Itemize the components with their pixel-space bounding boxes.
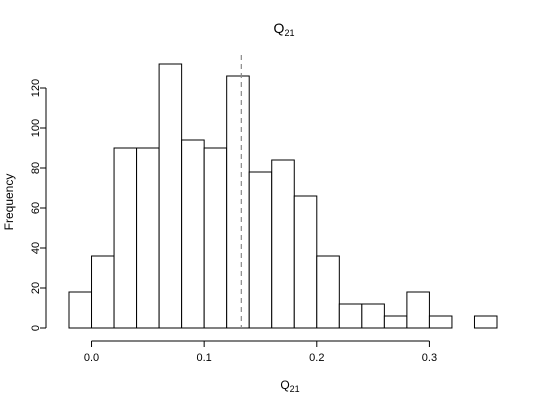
y-axis: 0 20 40 60 80 100 120 <box>30 79 47 331</box>
histogram-bar <box>406 291 430 329</box>
histogram-bar <box>248 171 273 329</box>
x-axis: 0.0 0.1 0.2 0.3 <box>84 340 437 364</box>
bars-group <box>68 63 498 329</box>
x-tick-label: 0.2 <box>309 352 324 364</box>
histogram-bar <box>361 303 385 329</box>
x-tick-label: 0.3 <box>422 352 437 364</box>
histogram-bar <box>338 303 363 329</box>
histogram-bar <box>158 63 183 329</box>
histogram-bar <box>473 315 498 329</box>
x-axis-title: Q21 <box>280 378 299 394</box>
histogram-bar <box>383 315 408 329</box>
y-tick-label: 80 <box>30 162 42 174</box>
y-tick-label: 60 <box>30 202 42 214</box>
y-tick-label: 100 <box>30 119 42 137</box>
histogram-bar <box>203 147 228 329</box>
histogram-bar <box>226 75 250 329</box>
histogram-bar <box>316 255 340 329</box>
y-tick-label: 40 <box>30 242 42 254</box>
x-tick-label: 0.1 <box>197 352 212 364</box>
y-axis-title: Frequency <box>2 174 16 231</box>
histogram-bar <box>113 147 138 329</box>
histogram-bar <box>428 315 453 329</box>
histogram-bar <box>271 159 295 329</box>
histogram-bar <box>136 147 160 329</box>
y-tick-label: 20 <box>30 282 42 294</box>
histogram-bar <box>181 139 205 329</box>
y-tick-label: 0 <box>30 325 42 331</box>
x-tick-label: 0.0 <box>84 352 99 364</box>
histogram-bar <box>91 255 115 329</box>
histogram-bar <box>68 291 93 329</box>
y-tick-label: 120 <box>30 79 42 97</box>
histogram-bar <box>293 195 318 329</box>
chart-title: Q21 <box>274 20 295 38</box>
